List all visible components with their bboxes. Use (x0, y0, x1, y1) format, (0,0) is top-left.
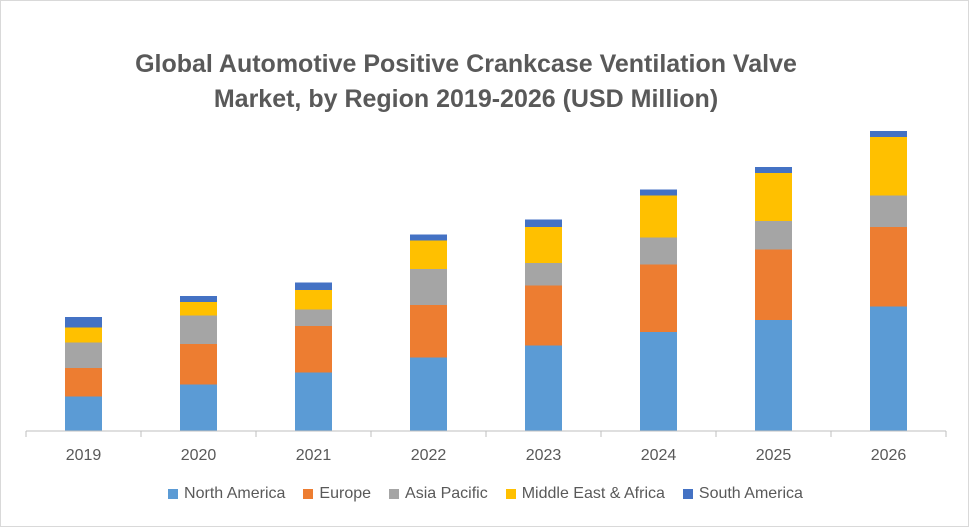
bar-segment-2020-south-america (180, 296, 217, 302)
bar-segment-2023-europe (525, 285, 562, 346)
bar-segment-2022-asia-pacific (410, 269, 447, 305)
bar-segment-2019-south-america (65, 317, 102, 328)
bar-segment-2020-middle-east-africa (180, 302, 217, 316)
legend-label: North America (184, 485, 286, 502)
legend-swatch (168, 489, 179, 499)
bar-segment-2019-north-america (65, 396, 102, 431)
legend-label: South America (698, 485, 803, 502)
bar-segment-2026-europe (870, 227, 907, 307)
chart-title: Global Automotive Positive Crankcase Ven… (1, 47, 931, 117)
bar-segment-2024-europe (640, 264, 677, 332)
legend-item-north-america: North America (168, 485, 285, 503)
chart-legend: North America Europe Asia Pacific Middle Ea… (1, 485, 969, 503)
bar-segment-2023-asia-pacific (525, 263, 562, 286)
x-axis-label-2021: 2021 (296, 447, 332, 464)
x-axis-label-2019: 2019 (66, 447, 102, 464)
bar-segment-2025-asia-pacific (755, 221, 792, 250)
bar-segment-2021-europe (295, 326, 332, 373)
x-axis-label-2025: 2025 (756, 447, 792, 464)
bar-segment-2019-middle-east-africa (65, 327, 102, 343)
legend-swatch (303, 489, 314, 499)
chart-title-line-2: Market, by Region 2019-2026 (USD Million… (213, 85, 719, 113)
legend-item-asia-pacific: Asia Pacific (389, 485, 488, 503)
legend-swatch (389, 489, 400, 499)
chart-title-line-1: Global Automotive Positive Crankcase Ven… (135, 50, 797, 78)
bar-segment-2026-asia-pacific (870, 195, 907, 227)
bar-segment-2025-europe (755, 249, 792, 320)
legend-item-middle-east-africa: Middle East & Africa (505, 485, 665, 503)
x-axis-label-2023: 2023 (526, 447, 562, 464)
bar-segment-2024-south-america (640, 189, 677, 196)
legend-swatch (682, 489, 693, 499)
bar-segment-2026-south-america (870, 131, 907, 137)
bar-segment-2021-asia-pacific (295, 309, 332, 326)
bar-segment-2025-middle-east-africa (755, 173, 792, 221)
bar-segment-2023-south-america (525, 219, 562, 227)
bar-segment-2026-north-america (870, 306, 907, 431)
bar-segment-2024-asia-pacific (640, 237, 677, 265)
bar-segment-2025-north-america (755, 320, 792, 431)
bar-segment-2025-south-america (755, 167, 792, 173)
x-axis-label-2020: 2020 (181, 447, 217, 464)
bar-segment-2020-asia-pacific (180, 315, 217, 344)
bar-segment-2021-north-america (295, 372, 332, 431)
legend-label: Middle East & Africa (521, 485, 665, 502)
bar-segment-2023-middle-east-africa (525, 227, 562, 263)
legend-label: Asia Pacific (405, 485, 488, 502)
bar-segment-2021-south-america (295, 282, 332, 290)
bar-segment-2026-middle-east-africa (870, 137, 907, 196)
bar-segment-2024-middle-east-africa (640, 195, 677, 238)
bar-segment-2022-south-america (410, 234, 447, 241)
bar-segment-2022-north-america (410, 357, 447, 431)
bar-segment-2020-north-america (180, 384, 217, 431)
bar-segment-2019-europe (65, 368, 102, 397)
x-axis-label-2026: 2026 (871, 447, 907, 464)
bar-segment-2022-europe (410, 305, 447, 358)
bar-segment-2024-north-america (640, 332, 677, 431)
legend-item-south-america: South America (682, 485, 803, 503)
bar-segment-2019-asia-pacific (65, 342, 102, 368)
bar-segment-2021-middle-east-africa (295, 290, 332, 310)
legend-label: Europe (319, 485, 372, 502)
bar-segment-2022-middle-east-africa (410, 240, 447, 269)
legend-swatch (505, 489, 516, 499)
bar-segment-2020-europe (180, 344, 217, 385)
legend-item-europe: Europe (303, 485, 371, 503)
x-axis-label-2022: 2022 (411, 447, 447, 464)
x-axis-label-2024: 2024 (641, 447, 677, 464)
bar-segment-2023-north-america (525, 345, 562, 431)
